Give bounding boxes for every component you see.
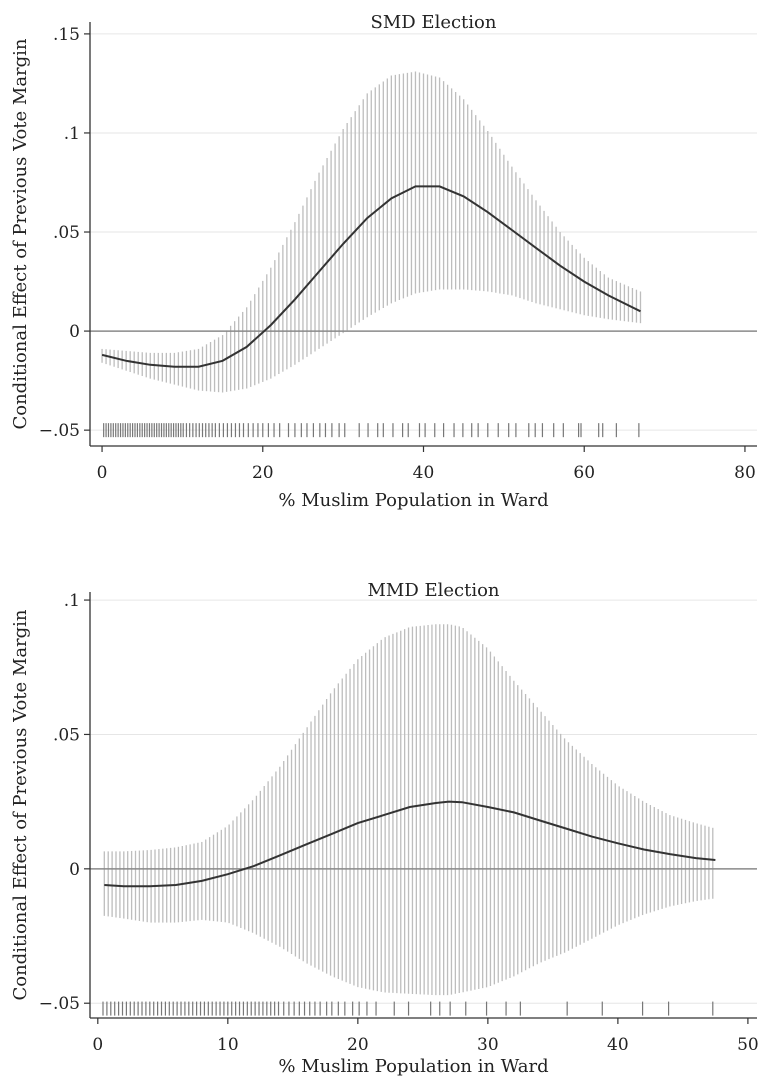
smd-x-tick-label: 80 — [734, 463, 756, 483]
mmd-y-tick-label: 0 — [69, 860, 80, 880]
smd-y-tick-label: .15 — [53, 25, 80, 45]
mmd-confidence-band — [103, 624, 714, 996]
mmd-x-tick-label: 50 — [737, 1035, 759, 1055]
smd-x-tick-label: 20 — [252, 463, 274, 483]
smd-effect-line — [101, 185, 641, 368]
mmd-x-tick-label: 30 — [477, 1035, 499, 1055]
smd-y-axis-label: Conditional Effect of Previous Vote Marg… — [10, 38, 31, 429]
mmd-y-tick-label: .1 — [64, 591, 80, 611]
mmd-x-tick-label: 10 — [217, 1035, 239, 1055]
mmd-x-tick-label: 40 — [607, 1035, 629, 1055]
smd-panel-title: SMD Election — [371, 12, 497, 33]
mmd-panel: −.05 0 .05 .1 0 10 20 30 40 50 MMD Election % Musli… — [10, 580, 759, 1076]
smd-x-tick-label: 40 — [413, 463, 435, 483]
mmd-effect-line — [104, 800, 716, 888]
smd-x-tick-label: 0 — [97, 463, 108, 483]
smd-x-tick-label: 60 — [573, 463, 595, 483]
mmd-y-axis-label: Conditional Effect of Previous Vote Marg… — [10, 609, 31, 1000]
mmd-x-axis-label: % Muslim Population in Ward — [278, 1056, 548, 1076]
mmd-x-tick-label: 20 — [347, 1035, 369, 1055]
mmd-rug — [102, 1001, 714, 1016]
smd-y-tick-label: .1 — [64, 124, 80, 144]
smd-y-tick-label: 0 — [69, 322, 80, 342]
smd-y-tick-label: −.05 — [39, 421, 80, 441]
mmd-y-tick-label: .05 — [53, 725, 80, 745]
smd-y-tick-label: .05 — [53, 223, 80, 243]
mmd-panel-title: MMD Election — [367, 580, 499, 601]
mmd-y-tick-label: −.05 — [39, 994, 80, 1014]
smd-confidence-band — [101, 71, 642, 393]
smd-panel: −.05 0 .05 .1 .15 0 20 40 60 80 SMD Election % Musl… — [10, 12, 757, 511]
smd-rug — [103, 423, 640, 438]
mmd-x-tick-label: 0 — [92, 1035, 103, 1055]
smd-x-axis-label: % Muslim Population in Ward — [278, 490, 548, 511]
